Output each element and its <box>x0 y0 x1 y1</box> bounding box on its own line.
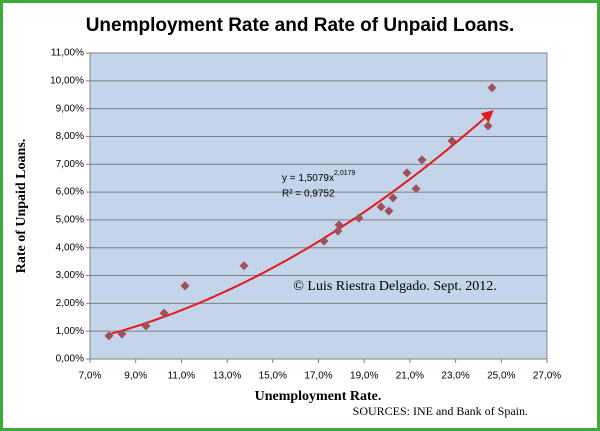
point <box>334 220 344 230</box>
y-tick-label: 2,00% <box>56 298 84 309</box>
x-tick-label: 17,0% <box>304 371 332 382</box>
x-axis-label: Unemployment Rate. <box>255 389 382 404</box>
point <box>483 121 493 131</box>
point <box>384 206 394 216</box>
x-tick-label: 11,0% <box>168 371 196 382</box>
y-tick-label: 5,00% <box>56 215 84 226</box>
plot-area <box>89 52 548 360</box>
trend-equation-exponent: 2,0179 <box>334 170 356 177</box>
y-tick-label: 0,00% <box>56 354 84 365</box>
y-tick-label: 10,00% <box>50 75 84 86</box>
point <box>376 202 386 212</box>
y-axis-label: Rate of Unpaid Loans. <box>14 139 29 274</box>
x-tick-label: 15,0% <box>259 371 287 382</box>
point <box>319 236 329 246</box>
copyright: © Luis Riestra Delgado. Sept. 2012. <box>293 279 497 294</box>
point <box>354 213 364 223</box>
chart-title: Unemployment Rate and Rate of Unpaid Loa… <box>86 15 515 36</box>
point <box>180 281 190 291</box>
point <box>388 193 398 203</box>
point <box>333 226 343 236</box>
x-tick-label: 21,0% <box>396 371 424 382</box>
y-tick-label: 7,00% <box>56 159 84 170</box>
point <box>159 308 169 318</box>
x-tick-label: 19,0% <box>350 371 378 382</box>
point <box>402 168 412 178</box>
y-tick-label: 1,00% <box>56 326 84 337</box>
point <box>141 321 151 331</box>
y-tick-label: 4,00% <box>56 242 84 253</box>
y-tick-label: 11,00% <box>51 48 84 59</box>
x-tick-label: 9,0% <box>124 371 147 382</box>
trend-r2: R² = 0,9752 <box>282 189 335 200</box>
x-tick-label: 27,0% <box>533 371 561 382</box>
point <box>104 331 114 341</box>
x-tick-label: 7,0% <box>79 371 102 382</box>
point <box>117 329 127 339</box>
point <box>447 136 457 146</box>
x-tick-label: 13,0% <box>213 371 241 382</box>
point <box>411 184 421 194</box>
x-tick-label: 23,0% <box>441 371 469 382</box>
point <box>487 83 497 93</box>
trendline <box>108 110 494 336</box>
point <box>239 261 249 271</box>
source: SOURCES: INE and Bank of Spain. <box>353 404 528 418</box>
y-tick-label: 9,00% <box>56 103 84 114</box>
y-tick-label: 6,00% <box>56 187 84 198</box>
trend-equation: y = 1,5079x2,0179 <box>282 170 356 184</box>
point <box>417 155 427 165</box>
x-tick-label: 25,0% <box>487 371 515 382</box>
y-tick-label: 8,00% <box>56 131 84 142</box>
y-tick-label: 3,00% <box>56 270 84 281</box>
trend-equation-base: y = 1,5079x <box>282 173 334 184</box>
